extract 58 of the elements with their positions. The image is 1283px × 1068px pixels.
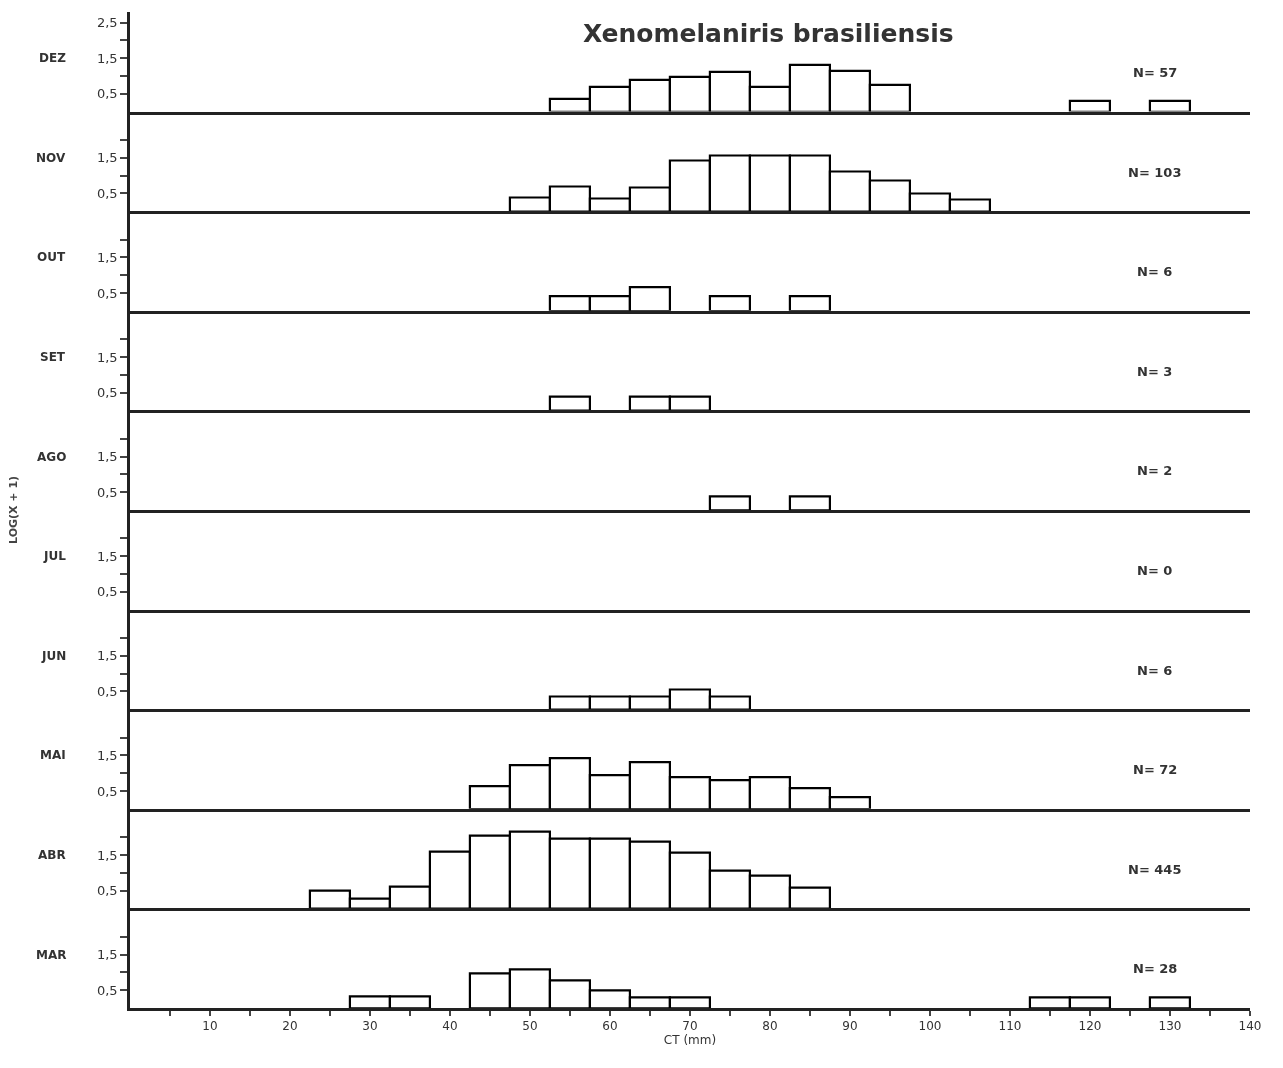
y-axis-title: AGO (37, 450, 67, 464)
annotation: N= 2 (1137, 463, 1173, 478)
x-tick-label: 20 (282, 1019, 298, 1034)
y-tick-label: 1,5 (96, 548, 118, 564)
x-tick-label: 80 (762, 1019, 778, 1034)
x-tick-label: 110 (998, 1019, 1022, 1034)
annotation: N= 6 (1137, 663, 1173, 678)
y-axis-title: ABR (38, 848, 66, 862)
y-tick-label: 0,5 (96, 484, 118, 500)
y-tick-label: 1,5 (96, 847, 118, 863)
y-tick-label: 1,5 (96, 50, 118, 66)
y-tick-label: 1,5 (96, 150, 118, 166)
y-axis-title: MAR (36, 948, 67, 962)
x-tick-label: 30 (362, 1019, 378, 1034)
x-tick-label: 10 (202, 1019, 218, 1034)
y-tick-label: 0,5 (96, 385, 118, 401)
annotation: N= 6 (1137, 264, 1173, 279)
y-tick-label: 1,5 (96, 249, 118, 265)
chart-title: Xenomelaniris brasiliensis (583, 19, 954, 48)
y-axis-title: JUL (43, 549, 67, 563)
annotation: N= 72 (1133, 762, 1178, 777)
y-tick-label: 0,5 (96, 285, 118, 301)
y-axis-title: JUN (41, 649, 67, 663)
y-tick-label: 0,5 (96, 883, 118, 899)
y-tick-label: 0,5 (96, 783, 118, 799)
y-tick-label: 1,5 (96, 349, 118, 365)
annotation: N= 28 (1133, 961, 1178, 976)
annotation: N= 57 (1133, 65, 1178, 80)
y-axis-title: NOV (36, 151, 66, 165)
y-tick-label: 0,5 (96, 982, 118, 998)
x-tick-label: 40 (442, 1019, 458, 1034)
y-axis-title: DEZ (39, 51, 67, 65)
x-tick-label: 70 (682, 1019, 698, 1034)
x-tick-label: 90 (842, 1019, 858, 1034)
x-tick-label: 130 (1158, 1019, 1182, 1034)
x-tick-label: 120 (1078, 1019, 1102, 1034)
annotation: N= 0 (1137, 563, 1173, 578)
y-tick-label: 0,5 (96, 86, 118, 102)
x-tick-label: 100 (918, 1019, 942, 1034)
y-tick-label: 1,5 (96, 648, 118, 664)
y-tick-label: 0,5 (96, 584, 118, 600)
y-tick-label: 0,5 (96, 185, 118, 201)
annotation: N= 3 (1137, 364, 1173, 379)
x-tick-label: 60 (602, 1019, 618, 1034)
x-tick-label: 140 (1238, 1019, 1262, 1034)
x-axis-title: CT (mm) (663, 1033, 717, 1048)
y-axis-title: MAI (40, 748, 66, 762)
y-tick-label: 1,5 (96, 947, 118, 963)
y-tick-label: 2,5 (96, 15, 118, 31)
y-axis-title: OUT (37, 250, 66, 264)
y-axis-title: SET (40, 350, 66, 364)
y-tick-label: 0,5 (96, 683, 118, 699)
y-tick-label: 1,5 (96, 449, 118, 465)
annotation: N= 103 (1128, 165, 1182, 180)
text: LOG(X + 1) (6, 475, 20, 544)
x-tick-label: 50 (522, 1019, 538, 1034)
y-tick-label: 1,5 (96, 747, 118, 763)
annotation: N= 445 (1128, 862, 1182, 877)
